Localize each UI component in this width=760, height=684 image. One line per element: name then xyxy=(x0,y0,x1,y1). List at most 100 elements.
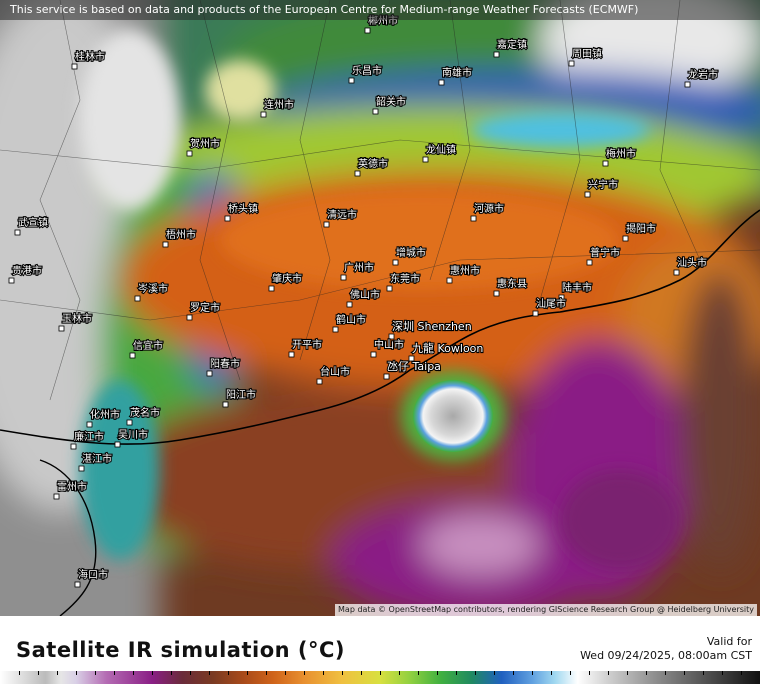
city-marker xyxy=(438,79,445,86)
city-label: 氹仔 Taipa xyxy=(387,360,441,373)
scale-tick xyxy=(532,671,533,675)
city-label: 茂名市 xyxy=(130,406,160,419)
city-marker xyxy=(70,443,77,450)
coastline xyxy=(0,209,760,445)
scale-tick xyxy=(741,671,742,675)
city-marker xyxy=(53,493,60,500)
city-label: 惠州市 xyxy=(450,264,480,277)
city-marker xyxy=(348,77,355,84)
city-marker xyxy=(316,378,323,385)
city-marker xyxy=(392,259,399,266)
scale-tick xyxy=(209,671,210,675)
city-marker xyxy=(126,419,133,426)
city-marker xyxy=(268,285,275,292)
city-label: 海口市 xyxy=(78,568,108,581)
city-marker xyxy=(470,215,477,222)
city-marker xyxy=(408,355,415,362)
city-label: 雷州市 xyxy=(57,480,87,493)
scale-tick xyxy=(475,671,476,675)
scale-tick xyxy=(57,671,58,675)
scale-tick xyxy=(684,671,685,675)
city-label: 韶关市 xyxy=(376,95,406,108)
city-marker xyxy=(340,274,347,281)
city-label: 桂林市 xyxy=(75,50,105,63)
city-marker xyxy=(186,314,193,321)
city-label: 龙仙镇 xyxy=(426,143,456,156)
map-title: Satellite IR simulation (°C) xyxy=(16,638,345,662)
city-label: 河源市 xyxy=(474,202,504,215)
city-marker xyxy=(354,170,361,177)
city-marker xyxy=(684,81,691,88)
city-label: 惠东县 xyxy=(497,277,527,290)
city-marker xyxy=(74,581,81,588)
city-label: 贵港市 xyxy=(12,264,42,277)
city-label: 嘉定镇 xyxy=(497,38,527,51)
scale-tick xyxy=(551,671,552,675)
city-label: 罗定市 xyxy=(190,301,220,314)
city-label: 东莞市 xyxy=(390,272,420,285)
scale-tick xyxy=(437,671,438,675)
city-marker xyxy=(602,160,609,167)
city-marker xyxy=(114,441,121,448)
city-label: 信宜市 xyxy=(133,339,163,352)
city-label: 陆丰市 xyxy=(562,281,592,294)
city-label: 中山市 xyxy=(374,338,404,351)
city-label: 兴宁市 xyxy=(588,178,618,191)
city-label: 台山市 xyxy=(320,365,350,378)
city-label: 深圳 Shenzhen xyxy=(392,320,472,333)
scale-tick xyxy=(190,671,191,675)
city-label: 广州市 xyxy=(344,261,374,274)
city-marker xyxy=(78,465,85,472)
city-marker xyxy=(14,229,21,236)
scale-tick xyxy=(95,671,96,675)
scale-tick xyxy=(380,671,381,675)
scale-tick xyxy=(171,671,172,675)
city-label: 揭阳市 xyxy=(626,222,656,235)
city-marker xyxy=(383,373,390,380)
city-marker xyxy=(260,111,267,118)
city-label: 桥头镇 xyxy=(228,202,258,215)
coastline xyxy=(39,459,97,616)
valid-label: Valid for xyxy=(706,635,752,648)
city-label: 增城市 xyxy=(396,246,426,259)
scale-tick xyxy=(589,671,590,675)
city-marker xyxy=(493,290,500,297)
city-marker xyxy=(446,277,453,284)
city-marker xyxy=(332,326,339,333)
valid-time: Wed 09/24/2025, 08:00am CST xyxy=(580,649,752,662)
scale-tick xyxy=(342,671,343,675)
scale-tick xyxy=(38,671,39,675)
scale-tick xyxy=(418,671,419,675)
city-marker xyxy=(532,310,539,317)
scale-tick xyxy=(285,671,286,675)
city-label: 清远市 xyxy=(327,208,357,221)
city-marker xyxy=(372,108,379,115)
scale-tick xyxy=(494,671,495,675)
city-marker xyxy=(129,352,136,359)
scale-tick xyxy=(513,671,514,675)
city-marker xyxy=(568,60,575,67)
city-label: 廉江市 xyxy=(74,430,104,443)
scale-tick xyxy=(456,671,457,675)
city-label: 梧州市 xyxy=(166,228,196,241)
city-marker xyxy=(422,156,429,163)
cloud-field xyxy=(0,0,760,616)
city-marker xyxy=(186,150,193,157)
scale-tick xyxy=(646,671,647,675)
city-marker xyxy=(364,27,371,34)
city-marker xyxy=(288,351,295,358)
city-label: 龙岩市 xyxy=(688,68,718,81)
city-label: 鹤山市 xyxy=(336,313,366,326)
service-banner: This service is based on data and produc… xyxy=(0,0,760,20)
city-marker xyxy=(673,269,680,276)
city-marker xyxy=(493,51,500,58)
city-label: 开平市 xyxy=(292,338,322,351)
scale-tick xyxy=(361,671,362,675)
city-marker xyxy=(586,259,593,266)
city-marker xyxy=(224,215,231,222)
scale-tick xyxy=(133,671,134,675)
city-label: 普宁市 xyxy=(590,246,620,259)
city-label: 湛江市 xyxy=(82,452,112,465)
scale-tick xyxy=(608,671,609,675)
attribution: Map data © OpenStreetMap contributors, r… xyxy=(335,604,757,616)
